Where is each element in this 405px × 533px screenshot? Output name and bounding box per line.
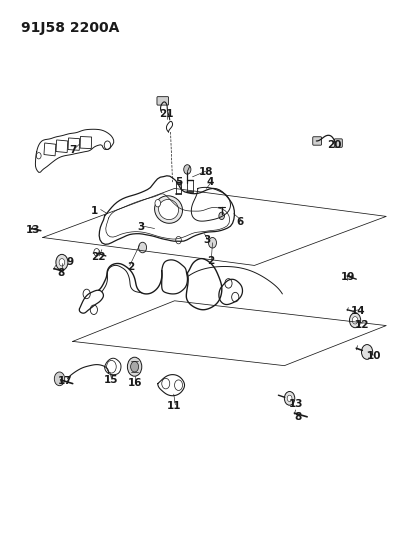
Circle shape [284,392,295,405]
Circle shape [162,378,170,389]
Circle shape [232,292,239,302]
Circle shape [287,395,292,401]
Text: 4: 4 [207,177,214,187]
Polygon shape [68,138,80,150]
Circle shape [219,212,224,220]
Circle shape [352,317,358,324]
Circle shape [225,279,232,288]
Polygon shape [44,143,56,156]
Text: 5: 5 [175,177,182,187]
Text: 13: 13 [26,224,40,235]
Text: 7: 7 [69,146,77,156]
Text: 13: 13 [289,399,304,409]
Circle shape [362,344,373,359]
Circle shape [350,313,361,328]
Circle shape [176,237,181,244]
FancyBboxPatch shape [157,96,168,105]
Text: 22: 22 [92,252,106,262]
Text: 9: 9 [66,257,73,267]
Text: 15: 15 [103,375,118,385]
Text: 19: 19 [341,272,356,282]
Circle shape [54,372,65,386]
Text: 12: 12 [355,319,369,329]
Text: 11: 11 [167,401,182,411]
Circle shape [175,380,183,391]
Circle shape [130,361,139,372]
FancyBboxPatch shape [313,137,322,145]
Text: 1: 1 [91,206,98,216]
FancyBboxPatch shape [334,139,342,147]
Circle shape [94,248,100,256]
Text: 20: 20 [327,140,341,150]
Text: 2: 2 [127,262,134,271]
Circle shape [104,141,111,149]
Text: 3: 3 [137,222,144,232]
Circle shape [90,305,98,314]
Text: 14: 14 [351,306,366,316]
Circle shape [56,254,68,270]
Polygon shape [56,140,68,152]
Text: 3: 3 [203,235,210,245]
Circle shape [36,152,41,159]
Text: 8: 8 [57,268,64,278]
Circle shape [83,289,90,298]
Text: 6: 6 [237,217,244,227]
Circle shape [209,238,217,248]
Circle shape [155,199,160,207]
Text: 2: 2 [207,256,214,266]
Text: 8: 8 [295,412,302,422]
Text: 21: 21 [159,109,174,118]
Circle shape [139,242,147,253]
Text: 18: 18 [199,166,214,176]
Ellipse shape [155,196,183,223]
Polygon shape [80,136,92,149]
Text: 16: 16 [127,377,142,387]
Circle shape [59,259,65,266]
Circle shape [128,357,142,376]
Text: 91J58 2200A: 91J58 2200A [21,21,119,35]
Text: 10: 10 [367,351,382,361]
Ellipse shape [159,199,179,220]
Text: 17: 17 [58,376,72,386]
Circle shape [184,165,191,174]
